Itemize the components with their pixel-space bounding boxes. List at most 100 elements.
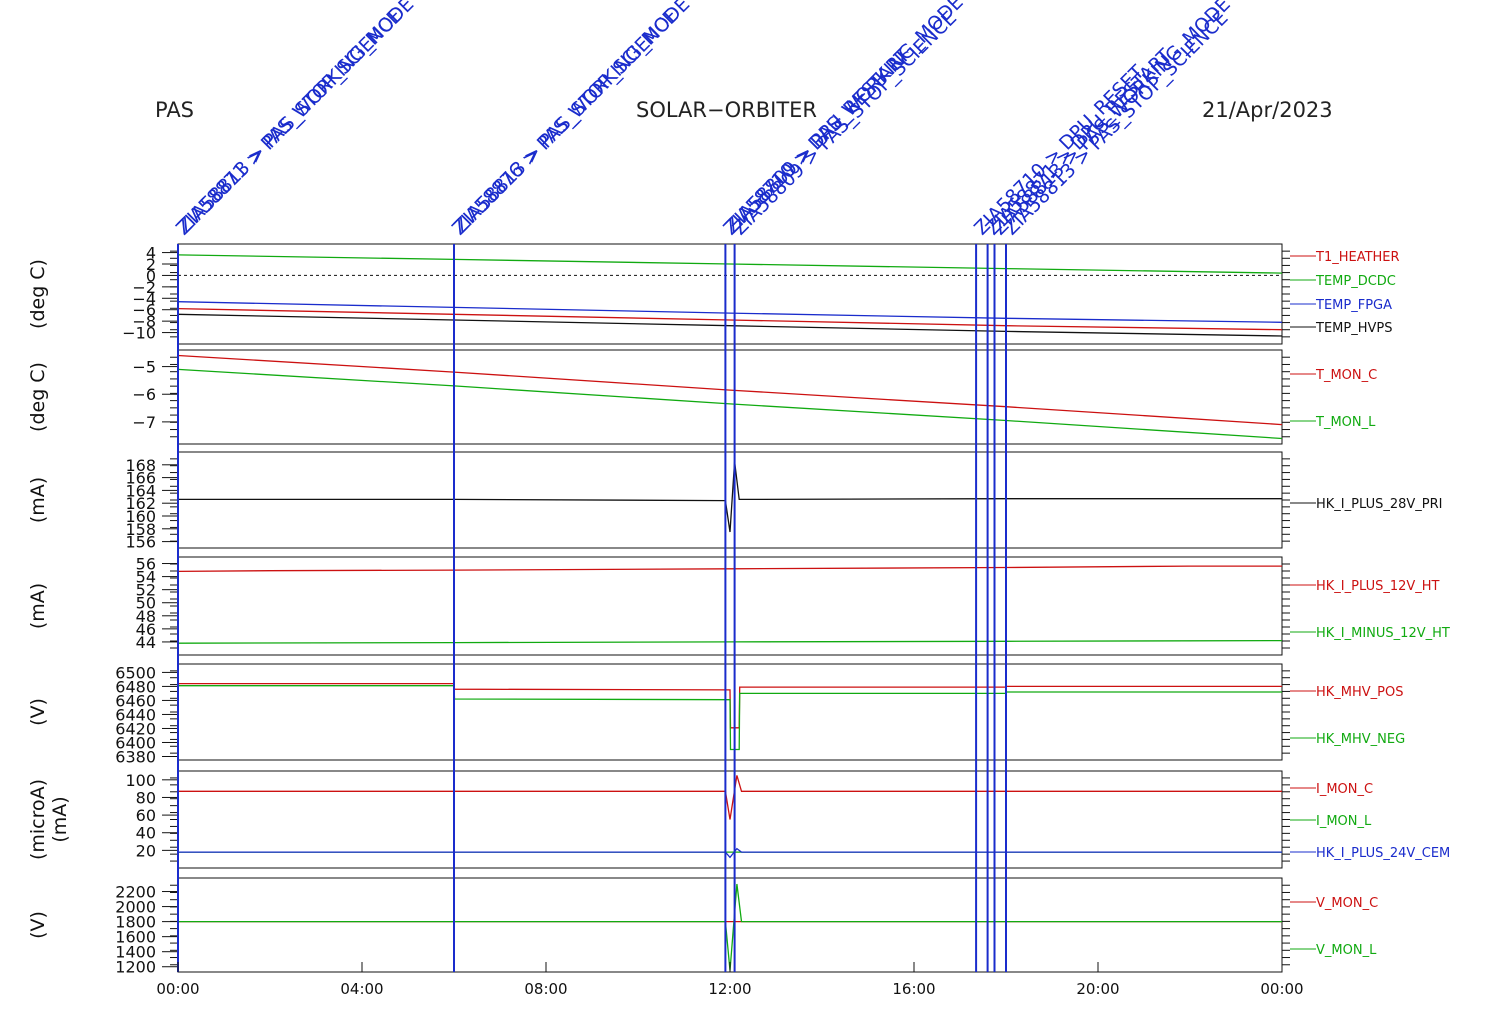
y-tick-label: 1200 — [115, 958, 156, 977]
y-tick-label: 2000 — [115, 898, 156, 917]
y-tick-label: 162 — [125, 494, 156, 513]
y-tick-label: 52 — [136, 581, 156, 600]
legend-entry: TEMP_FPGA — [1315, 298, 1392, 313]
instrument-label: PAS — [155, 98, 194, 122]
x-tick-label: 08:00 — [524, 980, 567, 998]
y-tick-label: −2 — [132, 278, 156, 297]
y-axis-label: (microA) — [27, 779, 49, 860]
legend-entry: HK_I_MINUS_12V_HT — [1316, 626, 1450, 641]
y-tick-label: 160 — [125, 507, 156, 526]
x-tick-label: 00:00 — [156, 980, 199, 998]
y-axis-label: (mA) — [27, 583, 49, 629]
series-line-t1-heather — [177, 307, 1283, 331]
legend-entry: TEMP_HVPS — [1315, 321, 1392, 336]
series-line-temp-dcdc — [177, 254, 1283, 274]
y-tick-label: 46 — [136, 620, 156, 639]
y-tick-label: 0 — [146, 266, 156, 285]
series-line-temp-hvps — [177, 313, 1283, 337]
y-tick-label: 6400 — [115, 733, 156, 752]
y-tick-label: 100 — [125, 771, 156, 790]
y-axis-label: (mA) — [27, 477, 49, 523]
y-tick-label: 6480 — [115, 677, 156, 696]
legend-entry: V_MON_C — [1316, 896, 1378, 911]
y-tick-label: 156 — [125, 533, 156, 552]
y-tick-label: 6420 — [115, 719, 156, 738]
legend-entry: HK_I_PLUS_24V_CEM — [1316, 846, 1450, 861]
panel-frame — [177, 349, 1283, 445]
y-tick-label: 164 — [125, 481, 156, 500]
legend-entry: T1_HEATHER — [1315, 250, 1400, 265]
y-tick-label: −8 — [132, 312, 156, 331]
legend-entry: HK_I_PLUS_12V_HT — [1316, 579, 1440, 594]
panel-1: 420−2−4−6−8−10 (deg C) T1_HEATHER TEMP_DCDC… — [27, 243, 1400, 345]
legend-entry: I_MON_C — [1316, 782, 1373, 797]
x-tick-label: 04:00 — [340, 980, 383, 998]
y-tick-label: 166 — [125, 469, 156, 488]
x-axis: 00:00 04:00 08:00 12:00 16:00 20:00 00:00 — [156, 962, 1304, 998]
y-tick-label: −6 — [132, 301, 156, 320]
y-axis-label-2: (mA) — [49, 796, 71, 842]
mission-label: SOLAR−ORBITER — [636, 98, 817, 122]
y-tick-label: 1600 — [115, 928, 156, 947]
y-tick-label: 6440 — [115, 705, 156, 724]
y-tick-label: 4 — [146, 244, 156, 263]
x-tick-label: 20:00 — [1076, 980, 1119, 998]
series-line-hk-i-plus-24v-cem — [178, 847, 1282, 859]
legend-entry: T_MON_C — [1315, 368, 1377, 383]
y-axis-label: (V) — [27, 911, 49, 939]
y-tick-label: 50 — [136, 594, 156, 613]
y-axis-label: (deg C) — [27, 362, 49, 432]
y-tick-label: 1800 — [115, 913, 156, 932]
y-tick-label: 40 — [136, 824, 156, 843]
y-tick-label: −6 — [132, 385, 156, 404]
series-line-t-mon-l — [177, 368, 1283, 440]
panel-frame — [177, 556, 1283, 656]
x-tick-label: 12:00 — [708, 980, 751, 998]
legend-entry: HK_MHV_POS — [1316, 685, 1404, 700]
event-label: ZIA58813 > PAS_STOP_SCIENCE — [1000, 7, 1233, 240]
series-line-i-mon-c — [178, 775, 1282, 820]
y-tick-label: 60 — [136, 806, 156, 825]
panel-frame — [177, 243, 1283, 345]
legend-entry: V_MON_L — [1316, 943, 1377, 958]
x-tick-label: 16:00 — [892, 980, 935, 998]
y-tick-label: 168 — [125, 456, 156, 475]
y-tick-label: 2200 — [115, 883, 156, 902]
series-line-temp-fpga — [177, 301, 1283, 323]
y-tick-label: 80 — [136, 788, 156, 807]
legend-entry: I_MON_L — [1316, 814, 1372, 829]
y-tick-label: 6500 — [115, 663, 156, 682]
legend-entry: HK_MHV_NEG — [1316, 732, 1405, 747]
y-tick-label: −7 — [132, 413, 156, 432]
series-line-hk-i-minus-12v-ht — [177, 639, 1283, 644]
y-tick-label: 2 — [146, 255, 156, 274]
y-tick-label: −4 — [132, 289, 156, 308]
y-tick-label: 20 — [136, 841, 156, 860]
y-tick-label: 6460 — [115, 691, 156, 710]
y-tick-label: −10 — [122, 324, 156, 343]
panels: 420−2−4−6−8−10(deg C)T1_HEATHERTEMP_DCDC… — [27, 243, 1450, 977]
y-tick-label: 158 — [125, 520, 156, 539]
event-label: ZIA58809 > PAS_STOP_SCIENCE — [729, 7, 962, 240]
panel-2: −5 −6 −7 (deg C) T_MON_C T_MON_L — [27, 349, 1377, 445]
event-label: ZIA58813 > PAS_STOP_SCIENCE — [174, 5, 407, 238]
x-tick-label: 00:00 — [1260, 980, 1303, 998]
series-line-hk-i-plus-28v-pri — [178, 461, 1282, 533]
y-tick-label: 54 — [136, 568, 156, 587]
y-tick-label: 56 — [136, 555, 156, 574]
y-tick-label: 48 — [136, 607, 156, 626]
date-label: 21/Apr/2023 — [1202, 98, 1333, 122]
series-line-t-mon-c — [177, 354, 1283, 426]
y-tick-label: 44 — [136, 633, 156, 652]
series-line-v-mon-l — [178, 883, 1282, 971]
legend-entry: T_MON_L — [1315, 415, 1376, 430]
y-axis-label: (V) — [27, 698, 49, 726]
y-tick-label: −5 — [132, 358, 156, 377]
